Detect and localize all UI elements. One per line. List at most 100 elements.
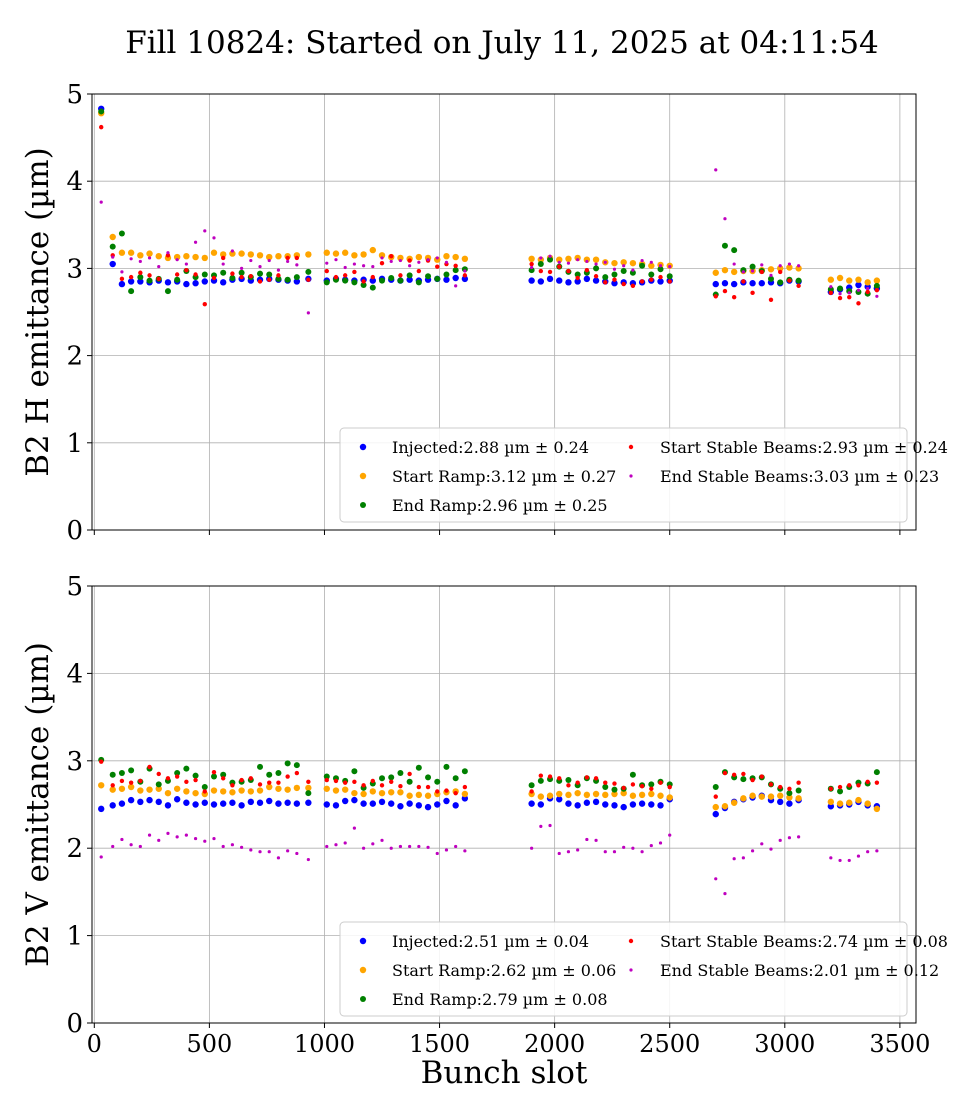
data-point-injected [192,280,199,287]
data-point-start-stable [147,764,152,770]
data-point-start-ramp [461,790,469,798]
data-point-end-stable [361,846,366,850]
data-point-end-stable [548,254,552,258]
data-point-start-stable [667,279,672,284]
data-point-start-ramp [360,790,367,798]
data-point-injected [127,278,135,285]
data-point-start-stable [856,783,861,788]
data-point-start-stable [370,778,376,784]
data-point-end-ramp [602,784,609,791]
data-point-start-ramp [758,793,765,800]
data-point-end-stable [856,288,861,292]
data-point-start-ramp [146,786,153,793]
data-point-end-stable [829,856,833,860]
data-point-injected [730,280,738,288]
data-point-start-stable [211,769,217,775]
data-point-end-stable [787,836,792,840]
data-point-start-ramp [827,798,835,806]
data-point-injected [556,277,563,284]
data-point-start-stable [593,776,599,781]
data-point-start-ramp [730,799,738,806]
data-point-start-ramp [873,805,881,813]
data-point-start-stable [750,290,755,296]
data-point-end-stable [157,265,161,269]
data-point-end-ramp [547,256,554,263]
data-point-start-stable [184,779,189,784]
data-point-start-ramp [164,789,172,797]
data-point-end-stable [276,268,281,272]
data-point-start-ramp [777,265,784,272]
data-point-start-stable [389,779,394,784]
data-point-end-stable [463,269,467,273]
data-point-end-ramp [351,279,358,286]
data-point-start-ramp [332,250,340,257]
data-point-start-ramp [266,253,273,261]
data-point-end-ramp [837,285,844,292]
data-point-end-stable [99,200,103,204]
ticks: 0 500 1000 1500 2000 2500 3000 3500 0 1 2 3 4 5 [66,572,930,1058]
data-point-injected [201,799,208,806]
legend-frame [339,921,908,1017]
data-point-end-ramp [777,279,784,286]
data-point-end-stable [352,826,356,830]
data-point-start-stable [538,773,544,778]
data-point-start-ramp [201,254,208,262]
data-point-end-stable [408,844,412,849]
data-point-end-stable [714,168,718,172]
data-point-start-stable [750,777,755,783]
data-point-end-ramp [574,271,581,278]
data-point-start-ramp [602,791,609,799]
x-tick-label: 0 [87,1030,102,1058]
data-point-end-stable [668,833,672,837]
data-point-end-stable [866,850,870,854]
data-point-end-stable [622,845,626,849]
data-point-start-stable [778,784,783,790]
data-point-end-ramp [593,265,600,272]
data-point-start-stable [639,279,645,284]
data-point-injected [443,797,450,805]
data-point-start-stable [658,274,663,280]
y-tick-label: 4 [66,659,83,689]
data-point-injected [452,802,459,809]
data-point-start-stable [847,294,852,300]
data-point-start-stable [741,279,746,284]
data-point-start-ramp [332,787,340,794]
x-tick-label: 3000 [754,1030,815,1058]
data-point-end-stable [398,844,403,849]
data-point-end-stable [769,273,773,277]
data-point-end-stable [631,268,635,272]
data-point-start-stable [138,778,143,784]
y-tick-label: 1 [66,922,83,952]
data-point-start-ramp [305,784,312,792]
data-point-injected [284,799,291,806]
data-point-end-ramp [210,773,217,780]
data-point-start-ramp [836,800,844,807]
data-point-end-stable [212,836,216,841]
data-point-start-stable [529,789,534,794]
data-point-end-ramp [443,271,450,278]
data-point-end-stable [389,259,393,264]
data-point-start-ramp [620,789,627,797]
data-point-end-ramp [415,764,422,771]
data-point-end-ramp [388,274,395,281]
data-point-start-ramp [341,786,349,793]
data-point-injected [611,802,618,809]
data-point-start-ramp [443,252,450,260]
data-point-end-ramp [629,771,636,778]
data-point-injected [583,275,591,283]
data-point-end-stable [732,857,736,861]
data-point-injected [219,279,227,286]
data-point-end-stable [847,291,851,295]
data-point-start-ramp [118,249,126,256]
data-point-start-ramp [360,251,367,258]
data-point-start-ramp [192,253,199,261]
figure-title: Fill 10824: Started on July 11, 2025 at … [125,25,879,61]
data-point-start-ramp [666,794,673,801]
data-point-end-ramp [201,271,208,278]
data-point-start-ramp [864,279,871,286]
data-point-start-ramp [378,789,386,797]
data-point-injected [574,802,581,809]
data-point-end-ramp [174,276,181,283]
data-point-start-ramp [583,256,591,263]
data-point-start-ramp [620,259,627,266]
